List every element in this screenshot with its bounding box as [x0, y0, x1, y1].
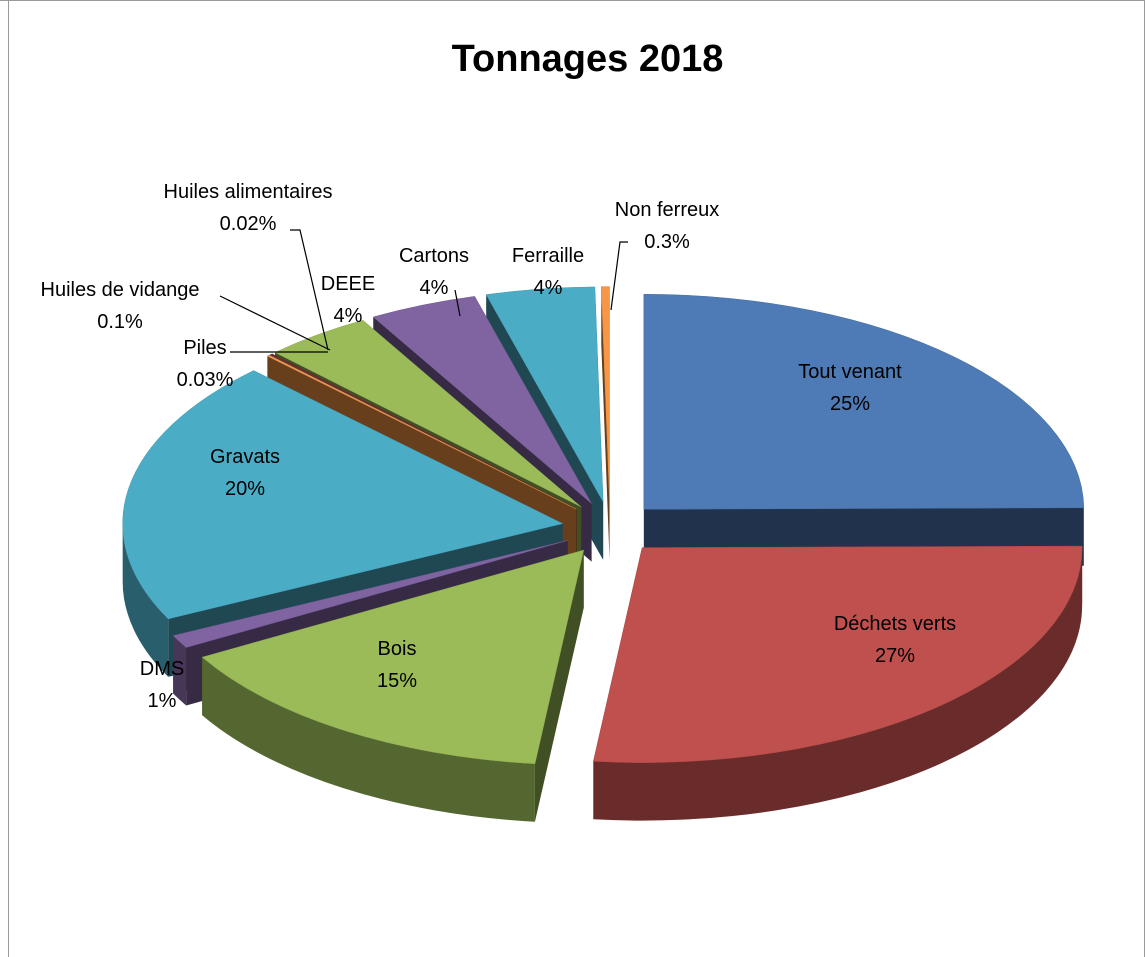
slice-value-dms: 1%	[148, 690, 177, 712]
leader-line-huiles-de-vidange	[219, 295, 331, 351]
slice-value-ferraille: 4%	[534, 277, 563, 299]
chart-title: Tonnages 2018	[451, 38, 724, 80]
slice-label-cartons: Cartons	[399, 245, 469, 267]
slice-outer-rim	[173, 635, 187, 706]
slice-top-face	[601, 286, 610, 502]
slice-label-tout-venant: Tout venant	[798, 361, 902, 383]
slice-outer-rim	[122, 523, 169, 677]
slice-side-wall	[534, 550, 584, 822]
slice-top-face	[201, 549, 585, 765]
slice-value-bois: 15%	[377, 670, 417, 692]
slice-value-gravats: 20%	[225, 478, 265, 500]
slice-label-deee: DEEE	[321, 273, 375, 295]
frame-border-left	[8, 0, 9, 957]
slice-label-ferraille: Ferraille	[512, 245, 584, 267]
slice-label-huiles-de-vidange: Huiles de vidange	[41, 279, 200, 301]
slice-top-face	[372, 296, 592, 504]
slice-label-huiles-alimentaires: Huiles alimentaires	[164, 181, 333, 203]
slice-label-dms: DMS	[140, 658, 184, 680]
slice-top-face	[122, 370, 564, 620]
slice-top-face	[172, 540, 568, 648]
leader-line-huiles-alimentaires	[290, 229, 329, 351]
pie-slice-tout-venant	[643, 294, 1085, 568]
slice-value-d-chets-verts: 27%	[875, 645, 915, 667]
slice-outer-rim	[593, 547, 1083, 821]
pie-slice-bois	[201, 549, 585, 822]
slice-top-face	[593, 545, 1083, 763]
slice-value-non-ferreux: 0.3%	[644, 231, 690, 253]
slice-value-cartons: 4%	[420, 277, 449, 299]
slice-value-huiles-alimentaires: 0.02%	[220, 213, 277, 235]
slice-side-wall	[601, 286, 610, 560]
slice-value-tout-venant: 25%	[830, 393, 870, 415]
leader-line-non-ferreux	[610, 241, 628, 311]
slice-label-piles: Piles	[183, 337, 226, 359]
slice-value-piles: 0.03%	[177, 369, 234, 391]
slice-label-d-chets-verts: Déchets verts	[834, 613, 956, 635]
pie-slice-non-ferreux	[601, 286, 610, 560]
slice-value-deee: 4%	[334, 305, 363, 327]
slice-top-face	[643, 294, 1085, 510]
slice-top-face	[485, 286, 604, 502]
slice-label-bois: Bois	[378, 638, 417, 660]
slice-outer-rim	[202, 657, 535, 822]
slice-label-gravats: Gravats	[210, 446, 280, 468]
slice-label-non-ferreux: Non ferreux	[615, 199, 720, 221]
slice-value-huiles-de-vidange: 0.1%	[97, 311, 143, 333]
frame-border-top	[0, 0, 1145, 1]
slice-top-face	[266, 354, 577, 510]
pie-slice-d-chets-verts	[593, 545, 1083, 821]
leader-line-cartons	[454, 289, 461, 317]
